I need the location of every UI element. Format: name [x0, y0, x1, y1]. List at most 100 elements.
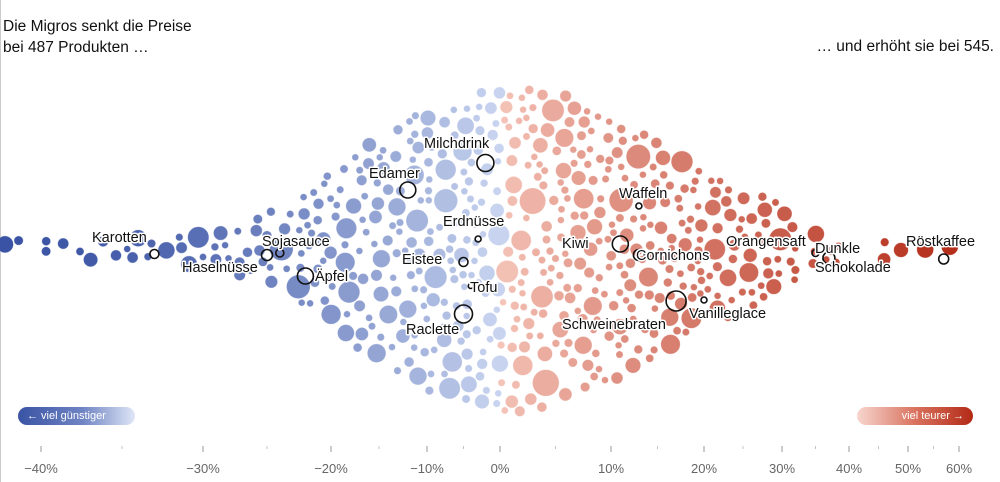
- highlight-marker-milchdrink[interactable]: [476, 153, 495, 173]
- product-bubble: [665, 180, 675, 191]
- product-bubble: [639, 224, 647, 233]
- product-bubble: [479, 347, 488, 356]
- pricier-legend-pill[interactable]: viel teurer →: [857, 407, 973, 425]
- product-bubble: [474, 125, 486, 136]
- product-bubble: [382, 234, 394, 247]
- product-bubble: [586, 218, 603, 236]
- product-bubble: [477, 197, 486, 207]
- highlight-marker-vanilleglace[interactable]: [700, 296, 708, 304]
- product-bubble: [655, 149, 671, 166]
- product-bubble: [583, 296, 603, 316]
- product-bubble: [461, 394, 471, 404]
- product-bubble: [512, 355, 534, 376]
- product-bubble: [569, 145, 578, 154]
- product-bubble: [748, 300, 759, 310]
- product-bubble: [651, 304, 659, 313]
- product-bubble: [522, 214, 531, 222]
- product-bubble: [518, 187, 547, 215]
- product-bubble: [361, 137, 377, 153]
- product-bubble: [540, 166, 549, 175]
- product-bubble: [328, 282, 337, 291]
- highlight-marker-röstkaffee[interactable]: [937, 253, 950, 265]
- product-bubble: [579, 381, 591, 393]
- product-bubble: [727, 296, 736, 305]
- product-bubble: [278, 222, 291, 236]
- product-bubble: [480, 288, 490, 298]
- highlight-label-äpfel: Äpfel: [315, 268, 348, 285]
- product-bubble: [312, 215, 323, 226]
- left-heading-line-2: bei 487 Produkten …: [3, 39, 149, 56]
- product-bubble: [672, 326, 682, 336]
- highlight-marker-kiwi[interactable]: [611, 235, 630, 253]
- product-bubble: [740, 232, 749, 242]
- product-bubble: [659, 196, 671, 208]
- product-bubble: [464, 364, 473, 373]
- product-bubble: [522, 132, 531, 141]
- highlight-marker-äpfel[interactable]: [296, 267, 315, 285]
- highlight-marker-orangensaft[interactable]: [811, 248, 820, 258]
- cheaper-legend-pill[interactable]: ← viel günstiger: [18, 407, 135, 425]
- product-bubble: [649, 162, 658, 172]
- product-bubble: [410, 343, 419, 352]
- product-bubble: [297, 249, 306, 258]
- product-bubble: [450, 182, 459, 191]
- product-bubble: [720, 195, 733, 208]
- product-bubble: [398, 299, 418, 319]
- product-bubble: [594, 273, 604, 283]
- product-bubble: [589, 371, 599, 381]
- product-bubble: [807, 225, 825, 243]
- product-bubble: [438, 116, 451, 129]
- highlight-label-orangensaft: Orangensaft: [726, 234, 806, 250]
- product-bubble: [535, 160, 544, 169]
- product-bubble: [709, 299, 726, 317]
- product-bubble: [603, 235, 613, 244]
- product-bubble: [336, 324, 355, 342]
- product-bubble: [476, 87, 487, 98]
- product-bubble: [629, 180, 639, 190]
- product-bubble: [416, 196, 425, 205]
- product-bubble: [504, 394, 519, 409]
- product-bubble: [264, 275, 279, 289]
- highlight-marker-sojasauce[interactable]: [274, 248, 285, 258]
- product-bubble: [645, 353, 655, 363]
- product-bubble: [286, 210, 295, 219]
- highlight-marker-cornichons[interactable]: [632, 248, 646, 262]
- highlight-marker-eistee[interactable]: [458, 256, 469, 268]
- product-bubble: [562, 257, 574, 268]
- product-bubble: [492, 305, 501, 314]
- product-bubble: [319, 295, 330, 306]
- product-bubble: [520, 267, 530, 277]
- highlight-marker-raclette[interactable]: [453, 304, 474, 324]
- product-bubble: [299, 193, 308, 202]
- product-bubble: [472, 114, 481, 123]
- product-bubble: [390, 285, 403, 298]
- highlight-marker-karotten[interactable]: [149, 248, 160, 260]
- product-bubble: [146, 238, 157, 249]
- product-bubble: [694, 167, 703, 176]
- product-bubble: [625, 257, 636, 269]
- product-bubble: [388, 221, 397, 230]
- highlight-marker-haselnüsse[interactable]: [260, 248, 274, 262]
- product-bubble: [536, 89, 549, 101]
- highlight-marker-tofu[interactable]: [467, 282, 475, 290]
- product-bubble: [563, 338, 574, 348]
- highlight-marker-schweinebraten[interactable]: [665, 290, 687, 312]
- highlight-marker-waffeln[interactable]: [635, 202, 643, 210]
- highlight-marker-dunkle-schokolade[interactable]: [822, 251, 836, 265]
- product-bubble: [335, 217, 358, 240]
- product-bubble: [464, 176, 474, 187]
- product-bubble: [395, 218, 405, 227]
- product-bubble: [392, 124, 404, 136]
- product-bubble: [370, 196, 385, 211]
- product-bubble: [352, 342, 363, 353]
- product-bubble: [724, 185, 733, 195]
- product-bubble: [639, 170, 647, 179]
- x-axis-tick-label: 10%: [598, 461, 624, 476]
- highlight-marker-erdnüsse[interactable]: [474, 235, 482, 243]
- highlight-marker-edamer[interactable]: [398, 181, 417, 199]
- product-bubble: [436, 148, 448, 160]
- product-bubble: [690, 283, 698, 292]
- product-bubble: [719, 268, 738, 287]
- product-bubble: [642, 195, 657, 211]
- highlight-label-tofu: Tofu: [470, 280, 497, 296]
